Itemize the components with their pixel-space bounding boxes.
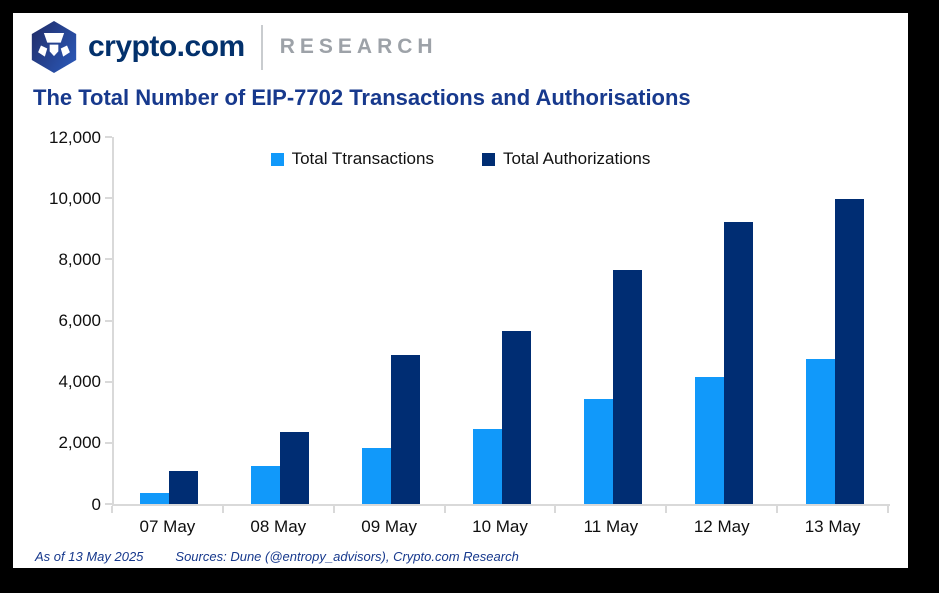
y-axis-label: 0 (91, 494, 101, 514)
bar-total-transactions (473, 429, 502, 504)
x-axis-tick (887, 506, 889, 513)
y-axis-tick (105, 319, 112, 322)
y-axis-label: 8,000 (58, 249, 101, 269)
y-axis-label: 10,000 (49, 188, 101, 208)
bar-total-authorizations (280, 431, 310, 504)
y-axis-label: 12,000 (49, 127, 101, 147)
legend-label-transactions: Total Ttransactions (291, 149, 434, 168)
x-axis-tick (443, 506, 446, 513)
bar-total-authorizations (834, 199, 864, 504)
y-axis-tick (105, 380, 112, 383)
y-axis-label: 6,000 (58, 311, 101, 330)
bar-total-authorizations (169, 470, 199, 504)
chart-title: The Total Number of EIP-7702 Transaction… (33, 85, 691, 110)
legend-swatch-authorizations (481, 152, 495, 166)
brand-name: crypto.com (88, 30, 245, 63)
y-axis-tick (105, 197, 112, 200)
footer-sources: Sources: Dune (@entropy_advisors), Crypt… (175, 549, 519, 564)
legend-item-authorizations: Total Authorizations (481, 149, 651, 169)
y-axis-tick (105, 441, 112, 444)
legend-swatch-transactions (270, 152, 284, 166)
bar-total-transactions (805, 359, 835, 504)
bar-total-transactions (694, 377, 724, 504)
x-axis-tick (332, 506, 335, 513)
bar-total-authorizations (723, 222, 753, 504)
x-axis-label: 09 May (361, 517, 418, 536)
bar-total-authorizations (612, 270, 642, 504)
x-axis-tick (221, 506, 224, 513)
y-axis-tick (105, 503, 112, 505)
bar-total-transactions (583, 398, 613, 504)
x-axis-tick (554, 506, 557, 513)
crypto-com-logo-icon (31, 20, 77, 74)
plot-area (112, 137, 890, 506)
bar-total-transactions (251, 465, 281, 504)
x-axis-tick (111, 506, 113, 513)
bar-total-transactions (140, 493, 170, 504)
x-axis-tick (665, 506, 668, 513)
x-axis-label: 13 May (804, 517, 861, 536)
x-axis-label: 07 May (139, 517, 196, 536)
legend-item-transactions: Total Ttransactions (270, 149, 434, 169)
y-axis-tick (105, 136, 112, 138)
content-card: crypto.com RESEARCH The Total Number of … (13, 13, 908, 568)
x-axis-tick (776, 506, 779, 513)
x-axis-label: 12 May (693, 517, 750, 536)
y-axis-tick (105, 258, 112, 261)
legend-label-authorizations: Total Authorizations (502, 149, 651, 168)
brand-divider (260, 24, 263, 70)
footer-as-of: As of 13 May 2025 (35, 549, 144, 564)
brand-research-label: RESEARCH (279, 35, 438, 58)
bar-total-authorizations (391, 355, 421, 504)
chart-footer: As of 13 May 2025 Sources: Dune (@entrop… (35, 549, 519, 564)
y-axis-label: 4,000 (58, 372, 101, 392)
x-axis-label: 10 May (472, 517, 528, 536)
x-axis-label: 11 May (583, 517, 639, 536)
bar-total-transactions (362, 447, 392, 504)
brand-header: crypto.com RESEARCH (28, 20, 438, 74)
bar-total-authorizations (502, 330, 531, 504)
y-axis-label: 2,000 (58, 433, 101, 453)
x-axis-label: 08 May (250, 517, 307, 536)
chart-region: Total Ttransactions Total Authorizations… (13, 123, 908, 549)
legend: Total Ttransactions Total Authorizations (13, 149, 908, 169)
